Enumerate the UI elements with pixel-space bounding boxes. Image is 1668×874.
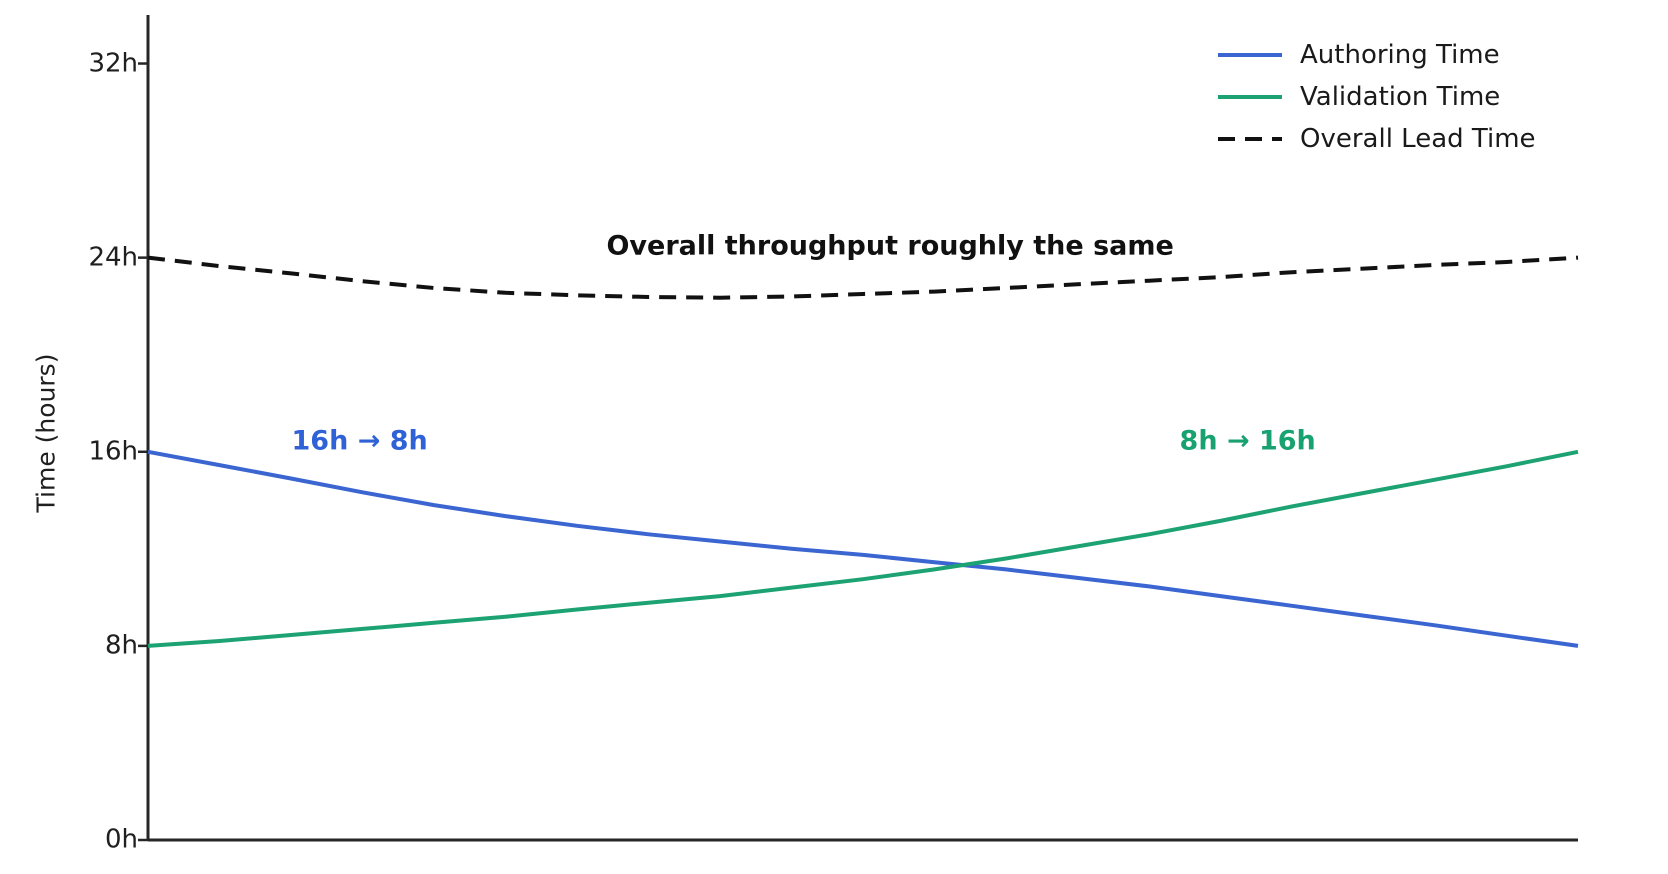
- overall-lead-line: [147, 255, 1579, 300]
- ytick-label-24h: 24h: [88, 242, 138, 273]
- legend-label-overall: Overall Lead Time: [1300, 124, 1536, 154]
- legend-label-authoring: Authoring Time: [1300, 40, 1500, 70]
- validation-line: [147, 449, 1579, 648]
- ytick-label-0h: 0h: [104, 824, 138, 855]
- legend-label-validation: Validation Time: [1300, 82, 1501, 112]
- authoring-line-swatch: [1218, 53, 1282, 57]
- ytick-label-8h: 8h: [104, 630, 138, 661]
- legend-item-validation: Validation Time: [1218, 82, 1536, 112]
- ytick-label-16h: 16h: [88, 436, 138, 467]
- ytick-label-32h: 32h: [88, 47, 138, 78]
- validation-line-swatch: [1218, 95, 1282, 99]
- legend: Authoring Time Validation Time Overall L…: [1218, 40, 1536, 154]
- annotation-overall-throughput: Overall throughput roughly the same: [606, 230, 1174, 261]
- overall-lead-line-swatch: [1218, 137, 1282, 141]
- annotation-validation-change: 8h → 16h: [1179, 425, 1316, 457]
- authoring-line: [147, 449, 1579, 648]
- y-axis-title: Time (hours): [31, 353, 61, 513]
- annotation-authoring-change: 16h → 8h: [291, 425, 428, 457]
- legend-item-overall: Overall Lead Time: [1218, 124, 1536, 154]
- legend-item-authoring: Authoring Time: [1218, 40, 1536, 70]
